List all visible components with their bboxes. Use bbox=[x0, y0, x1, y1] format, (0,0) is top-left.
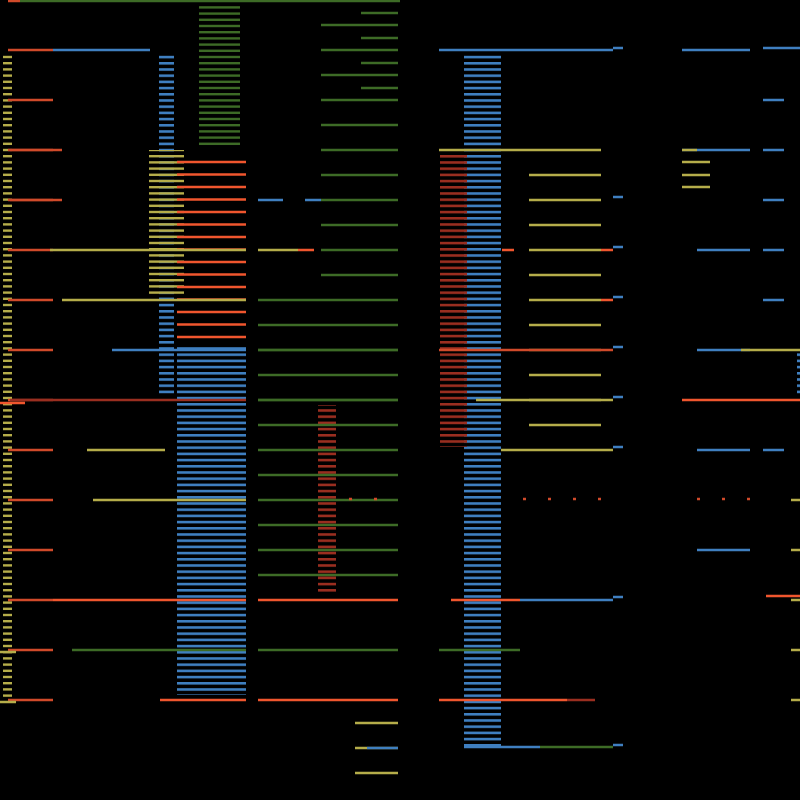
green-stripe-column bbox=[199, 5, 240, 147]
yellow-stripe-column bbox=[3, 55, 12, 700]
blue-stripe-block bbox=[177, 345, 246, 695]
red-stripe-column-right bbox=[440, 152, 467, 447]
blue-stripe-edge bbox=[797, 350, 800, 395]
